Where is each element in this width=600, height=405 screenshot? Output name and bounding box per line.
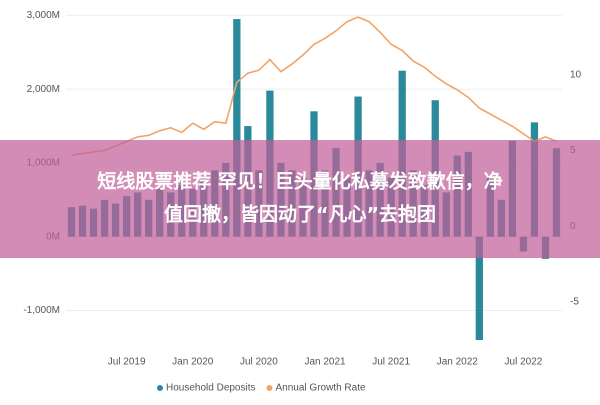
line: [71, 16, 557, 156]
y2-tick-label: 10: [570, 69, 582, 80]
bar: [475, 236, 483, 340]
y-tick-label: -1,000M: [23, 305, 60, 316]
x-tick-label: Jan 2020: [172, 357, 214, 368]
bar: [233, 19, 241, 237]
banner-line: 值回撤，皆因动了“凡心”去抱团: [164, 203, 436, 226]
y-tick-label: 2,000M: [27, 84, 60, 95]
x-tick-label: Jan 2021: [304, 357, 346, 368]
legend-swatch: [266, 385, 273, 391]
legend-label: Annual Growth Rate: [276, 383, 366, 394]
y-tick-label: 3,000M: [27, 10, 60, 21]
banner-line: 短线股票推荐 罕见！巨头量化私募发致歉信，净: [97, 170, 503, 193]
y2-tick-label: -5: [570, 297, 579, 308]
x-tick-label: Jul 2019: [108, 357, 146, 368]
x-tick-label: Jan 2022: [437, 357, 479, 368]
x-tick-label: Jul 2022: [505, 357, 543, 368]
banner: 短线股票推荐 罕见！巨头量化私募发致歉信，净 值回撤，皆因动了“凡心”去抱团: [0, 140, 600, 258]
legend-label: Household Deposits: [166, 383, 256, 394]
banner-bg: [0, 140, 600, 258]
x-tick-label: Jul 2020: [240, 357, 278, 368]
legend-swatch: [157, 385, 163, 391]
x-tick-label: Jul 2021: [372, 357, 410, 368]
